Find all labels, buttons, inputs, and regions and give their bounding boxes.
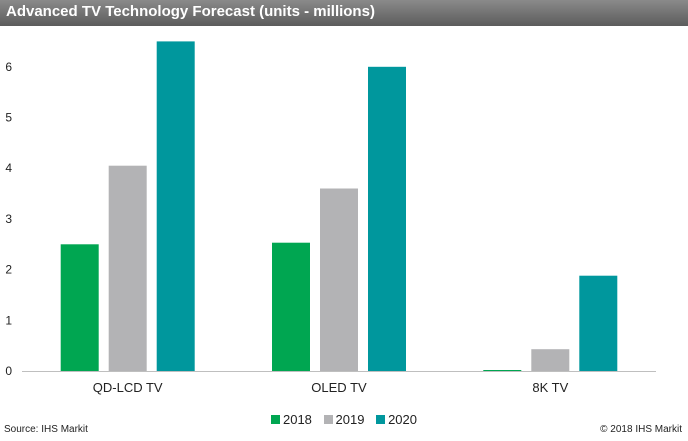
legend-label-2018: 2018 [282,412,312,427]
legend-item-2019: 2019 [323,412,365,427]
legend-item-2020: 2020 [376,412,417,427]
y-tick-label: 4 [5,161,12,175]
chart-title: Advanced TV Technology Forecast (units -… [6,3,375,20]
category-label: 8K TV [532,380,568,395]
bar-8k-tv-2019 [531,349,570,371]
legend: 2018 2019 2020 [0,412,688,427]
bar-qd-lcd-tv-2019 [108,165,147,371]
category-label: OLED TV [311,380,367,395]
bar-oled-tv-2018 [272,242,310,371]
y-tick-label: 0 [5,364,12,378]
bar-oled-tv-2020 [368,66,406,372]
bar-qd-lcd-tv-2018 [60,244,99,372]
legend-swatch-2019 [323,415,333,424]
bar-8k-tv-2018 [483,370,522,371]
bar-8k-tv-2020 [579,275,618,371]
y-tick-label: 2 [5,263,12,277]
y-tick-label: 5 [5,111,12,125]
legend-item-2018: 2018 [270,412,312,427]
y-tick-label: 1 [5,313,12,327]
legend-swatch-2018 [270,415,280,424]
category-label: QD-LCD TV [93,380,163,395]
copyright-note: © 2018 IHS Markit [600,424,682,435]
bar-qd-lcd-tv-2020 [156,41,195,372]
legend-label-2020: 2020 [388,412,417,427]
source-note: Source: IHS Markit [4,424,88,435]
y-tick-label: 3 [5,212,12,226]
legend-swatch-2020 [376,415,386,424]
y-tick-label: 6 [5,60,12,74]
legend-label-2019: 2019 [335,412,365,427]
title-bar: Advanced TV Technology Forecast (units -… [0,0,688,26]
bar-oled-tv-2019 [320,188,358,371]
